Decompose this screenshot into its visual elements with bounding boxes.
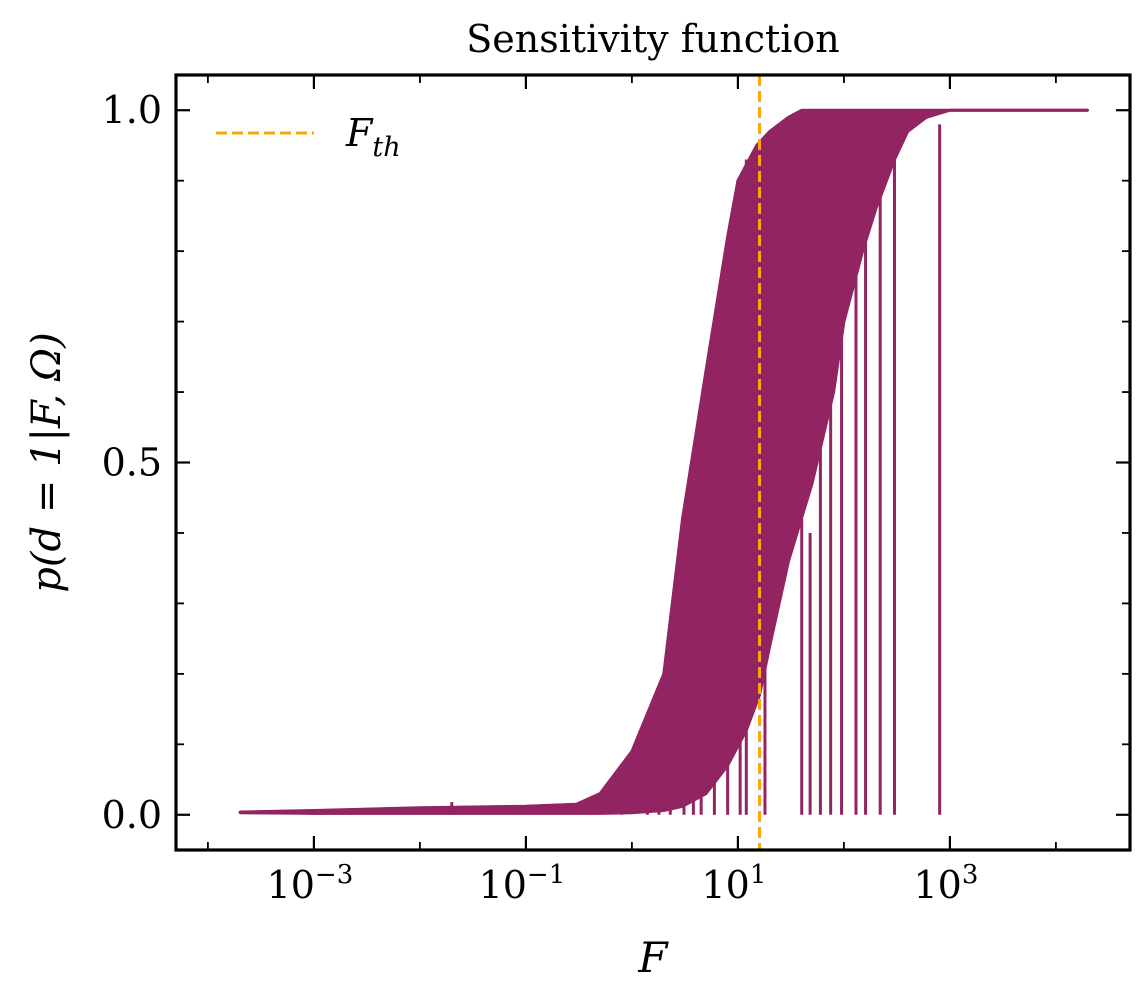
series-upper-line <box>239 108 1088 814</box>
x-tick-label: 103 <box>913 860 978 907</box>
tick-labels: 10−3 10−1 101 103 0.0 0.5 1.0 <box>102 88 979 907</box>
y-axis-label: p(d = 1|F, Ω) <box>24 332 70 592</box>
y-tick-label: 1.0 <box>102 88 162 132</box>
legend-label: Fth <box>345 111 401 163</box>
y-tick-label: 0.5 <box>102 441 162 485</box>
x-tick-label: 10−1 <box>479 860 566 907</box>
ticks-layer <box>176 75 1130 850</box>
x-tick-label: 101 <box>701 860 766 907</box>
x-axis-label: F <box>637 933 669 982</box>
chart-title: Sensitivity function <box>466 17 840 61</box>
x-tick-label: 10−3 <box>267 860 354 907</box>
series-band <box>238 108 1090 815</box>
legend: Fth <box>216 111 401 163</box>
series-layer <box>238 108 1090 815</box>
y-tick-label: 0.0 <box>102 793 162 837</box>
